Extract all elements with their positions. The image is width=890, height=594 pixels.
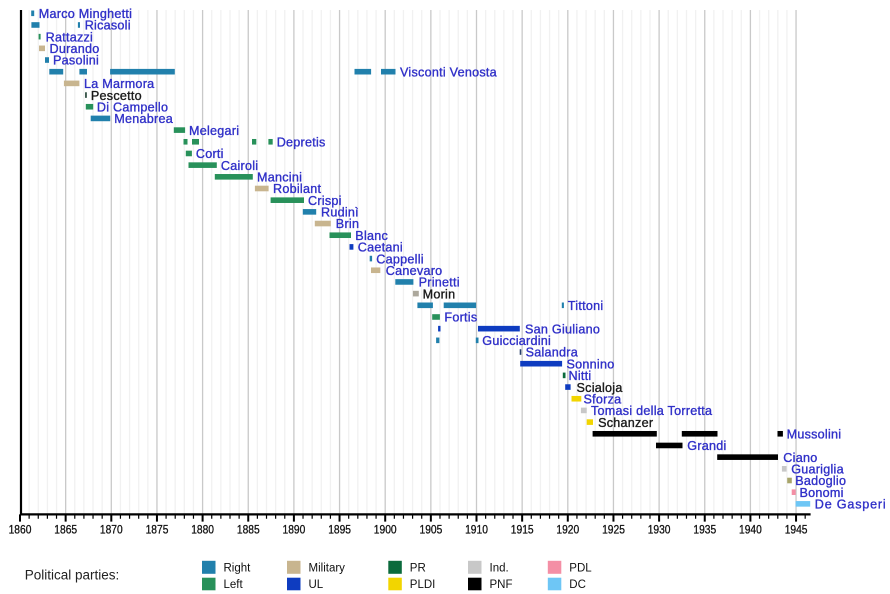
svg-text:UL: UL [309,579,324,591]
svg-text:Ciano: Ciano [783,451,817,465]
svg-text:Salandra: Salandra [526,346,578,360]
svg-text:Tittoni: Tittoni [568,299,604,313]
svg-text:Canevaro: Canevaro [386,264,443,278]
svg-text:1895: 1895 [328,522,351,536]
svg-text:1935: 1935 [693,522,716,536]
svg-text:PNF: PNF [490,579,513,591]
svg-text:Sforza: Sforza [584,392,622,406]
svg-text:Visconti Venosta: Visconti Venosta [400,65,497,79]
svg-text:1910: 1910 [465,522,488,536]
svg-text:Pasolini: Pasolini [53,54,99,68]
svg-text:Schanzer: Schanzer [598,416,653,430]
svg-text:1915: 1915 [511,522,534,536]
svg-text:Menabrea: Menabrea [114,112,173,126]
svg-text:Morin: Morin [423,287,456,301]
svg-text:La Marmora: La Marmora [84,77,154,91]
svg-text:1900: 1900 [374,522,397,536]
svg-text:Ricasoli: Ricasoli [85,19,131,33]
svg-text:1870: 1870 [100,522,123,536]
svg-text:Melegari: Melegari [189,124,239,138]
svg-text:Political parties:: Political parties: [25,568,120,583]
svg-text:Durando: Durando [50,42,100,56]
svg-text:Rudinì: Rudinì [321,206,359,220]
svg-text:Bonomi: Bonomi [800,486,844,500]
svg-text:Mussolini: Mussolini [787,427,842,441]
svg-text:1860: 1860 [9,522,32,536]
svg-text:Left: Left [224,579,244,591]
svg-text:Mancini: Mancini [257,171,302,185]
svg-text:San Giuliano: San Giuliano [525,322,600,336]
svg-text:1920: 1920 [556,522,579,536]
svg-text:1930: 1930 [648,522,671,536]
svg-text:Ind.: Ind. [490,562,509,574]
svg-text:Depretis: Depretis [277,135,326,149]
svg-text:1945: 1945 [785,522,808,536]
svg-text:Scialoja: Scialoja [577,381,623,395]
svg-text:PDL: PDL [569,562,592,574]
svg-text:1940: 1940 [739,522,762,536]
svg-text:Blanc: Blanc [355,229,388,243]
svg-text:Grandi: Grandi [687,439,726,453]
svg-text:1880: 1880 [191,522,214,536]
svg-text:Military: Military [309,562,346,574]
svg-text:Robilant: Robilant [273,182,321,196]
svg-text:Prinetti: Prinetti [419,276,460,290]
svg-text:De Gasperi: De Gasperi [815,498,887,512]
svg-text:Brin: Brin [336,217,359,231]
svg-text:Guicciardini: Guicciardini [482,334,551,348]
svg-text:Right: Right [224,562,252,574]
svg-text:Caetani: Caetani [358,241,403,255]
svg-text:Tomasi della Torretta: Tomasi della Torretta [591,404,712,418]
svg-text:Marco Minghetti: Marco Minghetti [39,7,132,21]
svg-text:1875: 1875 [146,522,169,536]
svg-text:Crispi: Crispi [308,194,342,208]
svg-text:1925: 1925 [602,522,625,536]
svg-text:Guariglia: Guariglia [791,463,844,477]
svg-text:Badoglio: Badoglio [795,474,846,488]
svg-text:Nitti: Nitti [569,369,592,383]
svg-text:Cappelli: Cappelli [376,252,424,266]
svg-text:Sonnino: Sonnino [567,357,615,371]
svg-text:Fortis: Fortis [444,311,477,325]
svg-text:1890: 1890 [283,522,306,536]
svg-text:PLDI: PLDI [410,579,436,591]
svg-text:Pescetto: Pescetto [91,89,142,103]
svg-text:1905: 1905 [420,522,443,536]
svg-text:PR: PR [410,562,426,574]
svg-text:Di Campello: Di Campello [97,100,168,114]
svg-text:1865: 1865 [54,522,77,536]
svg-text:1885: 1885 [237,522,260,536]
svg-text:Cairoli: Cairoli [221,159,258,173]
svg-text:DC: DC [569,579,586,591]
svg-text:Corti: Corti [196,147,224,161]
svg-text:Rattazzi: Rattazzi [46,30,94,44]
